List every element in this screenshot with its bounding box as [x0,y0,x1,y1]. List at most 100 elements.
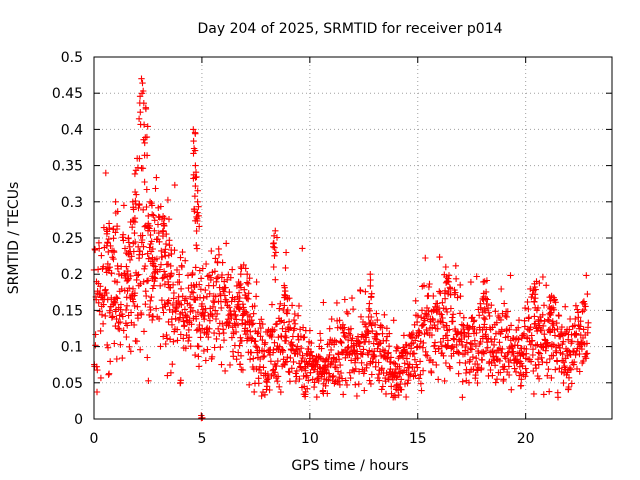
data-point [506,326,513,333]
data-point [431,339,439,346]
data-point [542,347,549,354]
data-point [552,299,559,306]
data-point [354,348,361,355]
data-point [504,308,511,315]
x-tick-label: 5 [197,431,206,447]
data-point [187,293,194,300]
data-point [237,280,244,288]
data-point [580,326,587,333]
data-point [237,352,245,359]
data-point [177,331,184,338]
data-point [545,366,552,373]
data-point [159,213,167,220]
data-point [466,324,473,331]
data-point [377,352,385,360]
data-point [197,286,205,293]
data-point [205,334,212,341]
data-point [488,302,495,309]
data-point [473,355,480,362]
data-point [117,341,124,348]
data-point [303,372,311,379]
data-point [185,284,192,292]
data-point [220,288,227,295]
data-point [290,316,298,324]
data-point [583,340,591,347]
data-point [261,391,269,398]
data-point [424,352,431,359]
data-point [534,372,541,380]
data-point [565,374,573,381]
data-point [246,275,253,282]
data-point [270,243,277,250]
data-point [449,311,457,318]
data-point [296,375,303,383]
data-point [454,294,461,301]
data-point [165,284,173,291]
data-point [172,315,179,322]
data-point [161,249,168,256]
data-point [539,311,546,318]
data-point [166,336,174,343]
data-point [522,373,529,380]
data-point [250,310,257,317]
data-point [243,279,251,286]
data-point [435,376,442,383]
data-point [212,315,220,323]
data-point [147,306,154,314]
data-point [286,369,293,376]
data-point [279,325,286,332]
data-point [146,244,153,251]
data-point [520,330,528,337]
data-point [385,349,392,356]
data-point [129,224,136,231]
data-point [123,294,130,301]
data-point [181,306,189,313]
data-point [455,349,462,356]
data-point [102,286,109,293]
data-point [162,303,169,310]
data-point [186,301,194,309]
x-axis-label: GPS time / hours [291,458,408,474]
data-point [149,285,156,292]
data-point [151,256,158,263]
data-point [294,312,302,319]
data-point [235,289,243,296]
data-point [278,333,285,340]
data-point [532,365,540,372]
data-point [540,344,547,351]
data-point [193,315,200,322]
data-point [291,310,298,318]
data-point [382,390,390,398]
data-point [504,350,511,358]
data-point [193,173,200,181]
data-point [468,341,476,348]
data-point [549,318,556,325]
data-point [213,275,220,282]
data-point [521,304,529,312]
data-point [164,372,171,379]
data-point [421,330,428,338]
data-point [539,273,547,281]
data-point [416,343,423,350]
data-point [576,368,583,375]
data-point [413,344,420,351]
data-point [211,299,218,306]
data-point [532,295,539,302]
data-point [336,317,343,324]
data-point [486,312,493,320]
data-point [242,265,249,272]
data-point [236,294,243,302]
data-point [93,363,100,370]
data-point [209,303,217,310]
data-point [112,209,119,217]
data-point [152,268,159,275]
data-point [162,240,170,248]
data-point [155,229,162,237]
data-point [543,359,550,366]
data-point [452,262,459,269]
data-point [439,299,446,306]
data-point [222,284,229,291]
data-point [113,279,121,286]
data-point [124,271,131,278]
data-point [158,253,166,261]
